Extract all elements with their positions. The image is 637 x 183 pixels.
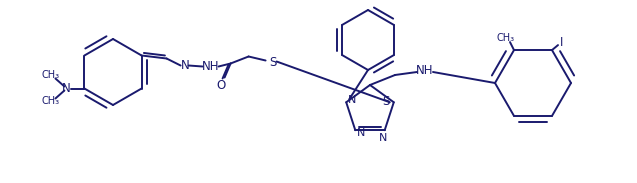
Text: NH: NH — [416, 64, 434, 77]
Text: I: I — [561, 36, 564, 49]
Text: N: N — [181, 59, 190, 72]
Text: CH₃: CH₃ — [41, 96, 59, 107]
Text: NH: NH — [202, 60, 219, 73]
Text: N: N — [357, 128, 366, 138]
Text: CH₃: CH₃ — [41, 70, 59, 81]
Text: N: N — [378, 133, 387, 143]
Text: CH₃: CH₃ — [497, 33, 515, 43]
Text: S: S — [382, 95, 389, 108]
Text: S: S — [269, 56, 276, 69]
Text: O: O — [216, 79, 225, 92]
Text: N: N — [62, 82, 71, 95]
Text: N: N — [348, 95, 357, 105]
